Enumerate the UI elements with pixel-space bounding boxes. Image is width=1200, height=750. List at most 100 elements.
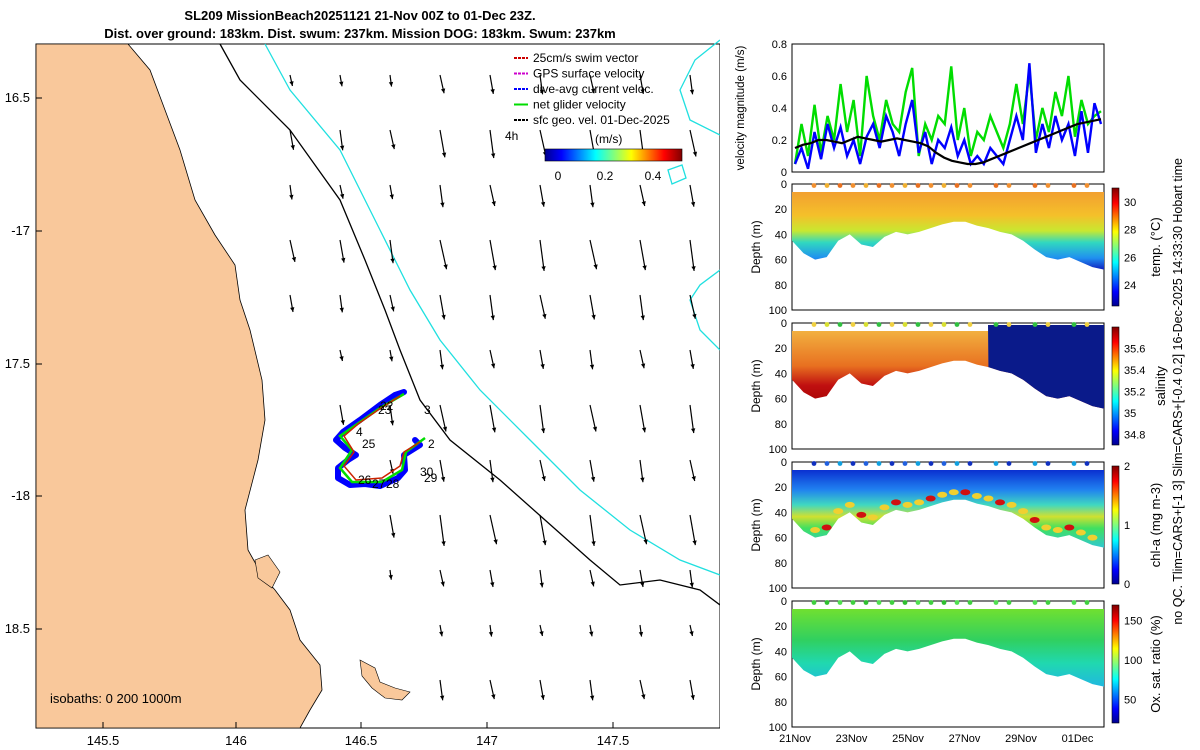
heatmap-2: 0 20 40 60 80 100 Depth (m) 34.8 35 35.2 35.4 35.6 s… (749, 318, 1168, 456)
chl-patch (833, 508, 844, 515)
vector-arrowhead (689, 631, 694, 636)
vector-arrowhead (692, 313, 697, 319)
colorbar-units: (m/s) (595, 132, 622, 146)
velocity-y-tick: 0.4 (772, 103, 787, 115)
vector-arrow (589, 404, 597, 432)
surface-sample-dot (1084, 322, 1090, 327)
vector-arrowhead (541, 266, 546, 271)
depth-tick: 0 (781, 596, 787, 608)
vector-arrow (689, 404, 695, 434)
depth-tick: 80 (775, 280, 787, 292)
vector-arrow (439, 129, 446, 158)
vector-arrowhead (339, 193, 345, 199)
vector-arrowhead (540, 201, 546, 207)
map-y-tick: -18 (11, 488, 30, 503)
series-line-1 (793, 63, 1103, 170)
vector-arrowhead (491, 427, 497, 433)
island (254, 554, 281, 589)
depth-tick: 100 (769, 305, 787, 317)
chl-patch (1052, 527, 1063, 534)
vector-arrowhead (689, 582, 694, 588)
colorbar-tick: 30 (1124, 197, 1136, 209)
surface-sample-dot (811, 322, 817, 327)
vector-arrow (689, 129, 697, 157)
colorbar-tick: 26 (1124, 252, 1136, 264)
surface-sample-dot (811, 183, 817, 188)
vector-arrowhead (388, 574, 393, 580)
chl-patch (856, 511, 867, 518)
depth-tick: 40 (775, 229, 787, 241)
vector-arrowhead (491, 694, 496, 700)
depth-tick: 20 (775, 482, 787, 494)
surface-sample-dot (1045, 322, 1051, 327)
legend-label: dive-avg current veloc. (533, 82, 654, 96)
day-label: 26 (358, 473, 372, 487)
surface-sample-dot (1045, 183, 1051, 188)
colorbar-tick: 35.2 (1124, 386, 1145, 398)
map-y-tick: -17 (11, 223, 30, 238)
title-line-2: Dist. over ground: 183km. Dist. swum: 23… (104, 26, 616, 41)
vector-arrow (639, 514, 648, 545)
vector-arrowhead (539, 582, 544, 588)
surface-sample-dot (902, 183, 908, 188)
chl-patch (1029, 516, 1040, 523)
surface-sample-dot (993, 600, 999, 605)
depth-tick: 100 (769, 722, 787, 734)
surface-sample-dot (863, 322, 869, 327)
map-axes: 145.5 146 146.5 147 147.5 16.5 -17 17.5 -18 18.5 (5, 90, 630, 748)
chl-patch (867, 514, 878, 521)
vector-arrowhead (542, 540, 547, 546)
vector-arrow (689, 514, 696, 546)
vector-arrowhead (291, 257, 297, 262)
depth-tick: 40 (775, 646, 787, 658)
vector-arrowhead (488, 631, 494, 637)
isobath-1000 (689, 269, 720, 351)
vector-arrowhead (643, 539, 648, 545)
heatmap-3: 0 20 40 60 80 100 Depth (m) 0 1 2 chl-a (mg m-3) (749, 457, 1163, 595)
vector-arrow (439, 239, 448, 270)
map-legend: 25cm/s swim vector GPS surface velocitydi… (514, 51, 670, 127)
day-label: 30 (420, 465, 434, 479)
surface-sample-dot (1032, 461, 1038, 466)
vector-arrowhead (441, 314, 446, 320)
surface-sample-dot (811, 461, 817, 466)
vector-arrowhead (641, 201, 646, 206)
isobath-1000 (679, 39, 720, 136)
surface-sample-dot (1006, 461, 1012, 466)
day-label: 4 (356, 425, 363, 439)
depth-tick: 80 (775, 697, 787, 709)
surface-sample-dot (1032, 600, 1038, 605)
vector-arrowhead (542, 313, 547, 319)
surface-sample-dot (1045, 461, 1051, 466)
day-label: 28 (386, 477, 400, 491)
vector-arrowhead (640, 363, 646, 369)
isobaths-label: isobaths: 0 200 1000m (50, 691, 182, 706)
vector-arrowhead (691, 266, 696, 271)
vector-arrowhead (589, 631, 594, 637)
surface-sample-dot (850, 322, 856, 327)
chl-patch (821, 524, 832, 531)
chl-patch (983, 495, 994, 502)
chl-patch (1041, 524, 1052, 531)
surface-sample-dot (993, 322, 999, 327)
surface-sample-dot (941, 600, 947, 605)
time-tick: 25Nov (892, 733, 924, 745)
map-x-tick: 145.5 (87, 733, 120, 748)
day-label: 22 (380, 399, 394, 413)
vector-arrowhead (540, 364, 545, 369)
vector-arrowhead (339, 356, 344, 361)
vector-arrowhead (591, 541, 596, 546)
depth-tick: 0 (781, 179, 787, 191)
surface-sample-dot (954, 461, 960, 466)
vector-arrowhead (589, 364, 595, 370)
vector-arrowhead (492, 265, 497, 271)
surface-sample-dot (928, 322, 934, 327)
vector-arrow (489, 514, 498, 545)
chl-patch (1075, 529, 1086, 536)
heatmap-lowsal-block (988, 325, 1104, 409)
surface-sample-dot (967, 322, 973, 327)
map-y-tick: 17.5 (5, 356, 30, 371)
surface-sample-dot (876, 600, 882, 605)
